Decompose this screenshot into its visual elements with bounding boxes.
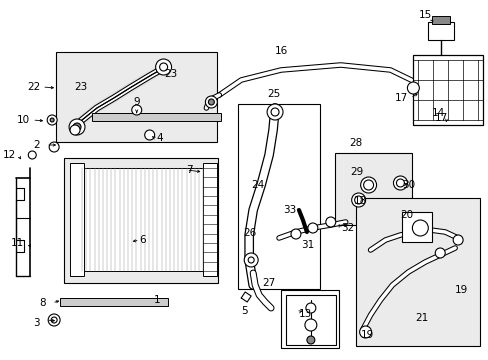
Text: 14: 14 — [431, 108, 444, 118]
Bar — [70, 163, 84, 276]
Circle shape — [266, 104, 283, 120]
Circle shape — [51, 317, 57, 323]
Bar — [427, 22, 453, 40]
Text: 6: 6 — [140, 235, 146, 245]
Bar — [64, 158, 218, 283]
Circle shape — [434, 248, 444, 258]
Bar — [285, 295, 335, 345]
Text: 19: 19 — [360, 330, 373, 340]
Bar — [334, 153, 411, 225]
Text: 23: 23 — [74, 82, 87, 92]
Text: 9: 9 — [133, 97, 140, 107]
Text: 10: 10 — [17, 115, 30, 125]
Circle shape — [244, 253, 258, 267]
Circle shape — [248, 257, 254, 263]
Circle shape — [290, 229, 300, 239]
Circle shape — [144, 130, 154, 140]
Circle shape — [363, 180, 373, 190]
Text: 27: 27 — [262, 278, 275, 288]
Bar — [355, 198, 479, 346]
Circle shape — [396, 179, 404, 187]
Text: 23: 23 — [164, 69, 178, 79]
Circle shape — [270, 108, 279, 116]
Text: 29: 29 — [350, 167, 363, 177]
Text: 25: 25 — [267, 89, 280, 99]
Circle shape — [407, 82, 419, 94]
Circle shape — [351, 193, 365, 207]
Text: 13: 13 — [298, 309, 311, 319]
Text: 28: 28 — [348, 138, 362, 148]
Circle shape — [155, 59, 171, 75]
Circle shape — [73, 123, 81, 131]
Text: 19: 19 — [454, 285, 468, 295]
Text: 17: 17 — [394, 93, 407, 103]
Bar — [281, 290, 338, 348]
Circle shape — [393, 176, 407, 190]
Text: 17: 17 — [434, 113, 447, 123]
Circle shape — [50, 118, 54, 122]
Bar — [56, 52, 217, 142]
Circle shape — [305, 319, 316, 331]
Circle shape — [28, 151, 36, 159]
Circle shape — [360, 177, 376, 193]
Bar — [412, 55, 482, 125]
Text: 21: 21 — [414, 313, 428, 323]
Circle shape — [159, 63, 167, 71]
Bar — [203, 163, 217, 276]
Text: 8: 8 — [40, 298, 46, 308]
Circle shape — [47, 115, 57, 125]
Circle shape — [208, 99, 214, 105]
Text: 2: 2 — [34, 140, 40, 150]
Text: 24: 24 — [250, 180, 264, 190]
Circle shape — [359, 326, 371, 338]
Bar — [92, 113, 221, 121]
Circle shape — [325, 217, 335, 227]
Text: 18: 18 — [353, 196, 366, 206]
Circle shape — [452, 235, 462, 245]
Circle shape — [48, 314, 60, 326]
Circle shape — [70, 125, 80, 135]
Circle shape — [306, 336, 314, 344]
Bar — [431, 16, 449, 24]
Circle shape — [49, 142, 59, 152]
Text: 30: 30 — [402, 180, 415, 190]
Text: 11: 11 — [11, 238, 24, 248]
Text: 3: 3 — [34, 318, 40, 328]
Text: 20: 20 — [400, 210, 413, 220]
Text: 5: 5 — [241, 306, 247, 316]
Circle shape — [305, 303, 315, 313]
Circle shape — [69, 119, 85, 135]
Text: 32: 32 — [340, 223, 353, 233]
Text: 33: 33 — [282, 205, 295, 215]
Text: 31: 31 — [300, 240, 313, 250]
Bar — [60, 298, 167, 306]
Circle shape — [307, 223, 317, 233]
Circle shape — [411, 220, 427, 236]
Text: 4: 4 — [156, 133, 163, 143]
Circle shape — [205, 96, 217, 108]
Text: 12: 12 — [3, 150, 16, 160]
Text: 26: 26 — [243, 228, 256, 238]
Bar — [82, 168, 203, 271]
Text: 16: 16 — [274, 46, 287, 56]
Text: 15: 15 — [418, 10, 431, 20]
Bar — [238, 104, 319, 289]
Text: 22: 22 — [27, 82, 40, 92]
Circle shape — [354, 196, 362, 204]
Circle shape — [131, 105, 142, 115]
Text: 7: 7 — [186, 165, 193, 175]
Bar — [402, 212, 431, 242]
Text: 1: 1 — [153, 295, 160, 305]
